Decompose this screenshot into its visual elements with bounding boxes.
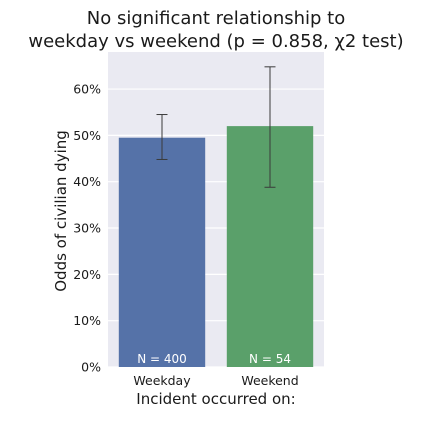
bars: N = 400 N = 54: [118, 66, 314, 367]
y-tick-label: 0%: [81, 360, 101, 375]
bar-count-label: N = 54: [249, 352, 291, 366]
x-tick-label: Weekend: [241, 373, 298, 388]
y-axis-label: Odds of civilian dying: [52, 130, 70, 292]
x-axis-label: Incident occurred on:: [136, 390, 295, 408]
x-tick-label: Weekday: [133, 373, 191, 388]
y-tick-label: 40%: [73, 174, 101, 189]
y-tick-label: 20%: [73, 267, 101, 282]
y-tick-label: 50%: [73, 128, 101, 143]
y-tick-label: 30%: [73, 221, 101, 236]
bar-count-label: N = 400: [137, 352, 187, 366]
y-tick-label: 10%: [73, 313, 101, 328]
y-tick-label: 60%: [73, 82, 101, 97]
chart-title-line-2: weekday vs weekend (p = 0.858, χ2 test): [28, 31, 403, 52]
bar-weekday: [118, 137, 206, 367]
tick-labels: 0% 10% 20% 30% 40% 50% 60% Weekday Weekend: [73, 82, 298, 388]
chart-title-line-1: No significant relationship to: [87, 8, 345, 29]
